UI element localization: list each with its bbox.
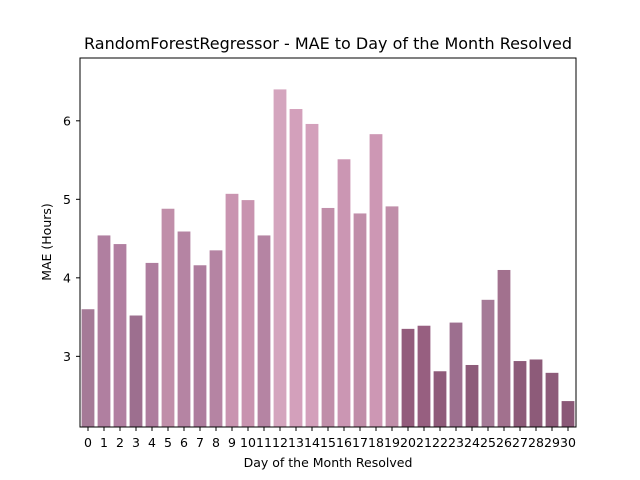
bar-25	[481, 299, 495, 427]
bar-7	[193, 265, 207, 427]
bar-28	[529, 359, 543, 427]
x-tick-label: 20	[400, 435, 416, 450]
x-tick-label: 2	[116, 435, 124, 450]
x-tick-label: 26	[496, 435, 512, 450]
y-axis-label: MAE (Hours)	[39, 203, 54, 281]
bar-1	[97, 235, 111, 427]
bar-22	[433, 371, 447, 427]
bar-15	[321, 207, 335, 427]
bars-group	[81, 89, 575, 428]
bar-20	[401, 328, 415, 427]
x-tick-label: 8	[212, 435, 220, 450]
y-tick-label: 6	[63, 113, 71, 128]
bar-27	[513, 361, 527, 427]
x-tick-label: 7	[196, 435, 204, 450]
x-tick-label: 15	[320, 435, 336, 450]
y-tick-label: 5	[63, 192, 71, 207]
x-tick-label: 21	[416, 435, 432, 450]
bar-6	[177, 231, 191, 427]
bar-0	[81, 309, 95, 427]
x-tick-label: 17	[352, 435, 368, 450]
bar-19	[385, 206, 399, 427]
x-axis-label: Day of the Month Resolved	[244, 455, 413, 470]
x-tick-label: 22	[432, 435, 448, 450]
x-tick-label: 5	[164, 435, 172, 450]
x-tick-label: 0	[84, 435, 92, 450]
y-axis-ticks: 3 4 5 6	[63, 113, 80, 364]
bar-23	[449, 322, 463, 427]
x-tick-label: 1	[100, 435, 108, 450]
bar-2	[113, 244, 127, 427]
x-tick-label: 6	[180, 435, 188, 450]
x-tick-label: 16	[336, 435, 352, 450]
x-tick-label: 9	[228, 435, 236, 450]
x-tick-label: 3	[132, 435, 140, 450]
bar-30	[561, 401, 575, 427]
x-tick-label: 28	[528, 435, 544, 450]
bar-14	[305, 123, 319, 427]
bar-5	[161, 208, 175, 427]
x-tick-label: 24	[464, 435, 480, 450]
chart-title: RandomForestRegressor - MAE to Day of th…	[84, 34, 572, 53]
x-tick-label: 14	[304, 435, 320, 450]
bar-3	[129, 315, 143, 427]
bar-9	[225, 193, 239, 427]
bar-11	[257, 235, 271, 427]
x-tick-label: 12	[272, 435, 288, 450]
x-tick-label: 11	[256, 435, 272, 450]
bar-26	[497, 269, 511, 427]
y-tick-label: 4	[63, 270, 71, 285]
bar-17	[353, 213, 367, 427]
x-axis-ticks: 0 1 2 3 4 5 6 7 8 9 10 11 12 13 14 15 16 17 18 19 20 21 22 23 24…	[84, 427, 576, 450]
x-tick-label: 19	[384, 435, 400, 450]
x-tick-label: 25	[480, 435, 496, 450]
x-tick-label: 23	[448, 435, 464, 450]
bar-4	[145, 262, 159, 427]
bar-10	[241, 200, 255, 427]
x-tick-label: 4	[148, 435, 156, 450]
bar-29	[545, 372, 559, 427]
bar-24	[465, 364, 479, 427]
bar-8	[209, 250, 223, 427]
x-tick-label: 30	[560, 435, 576, 450]
x-tick-label: 18	[368, 435, 384, 450]
bar-12	[273, 89, 287, 428]
y-tick-label: 3	[63, 349, 71, 364]
bar-18	[369, 134, 383, 427]
x-tick-label: 29	[544, 435, 560, 450]
bar-16	[337, 159, 351, 427]
bar-21	[417, 325, 431, 427]
x-tick-label: 27	[512, 435, 528, 450]
bar-13	[289, 109, 303, 427]
x-tick-label: 13	[288, 435, 304, 450]
x-tick-label: 10	[240, 435, 256, 450]
